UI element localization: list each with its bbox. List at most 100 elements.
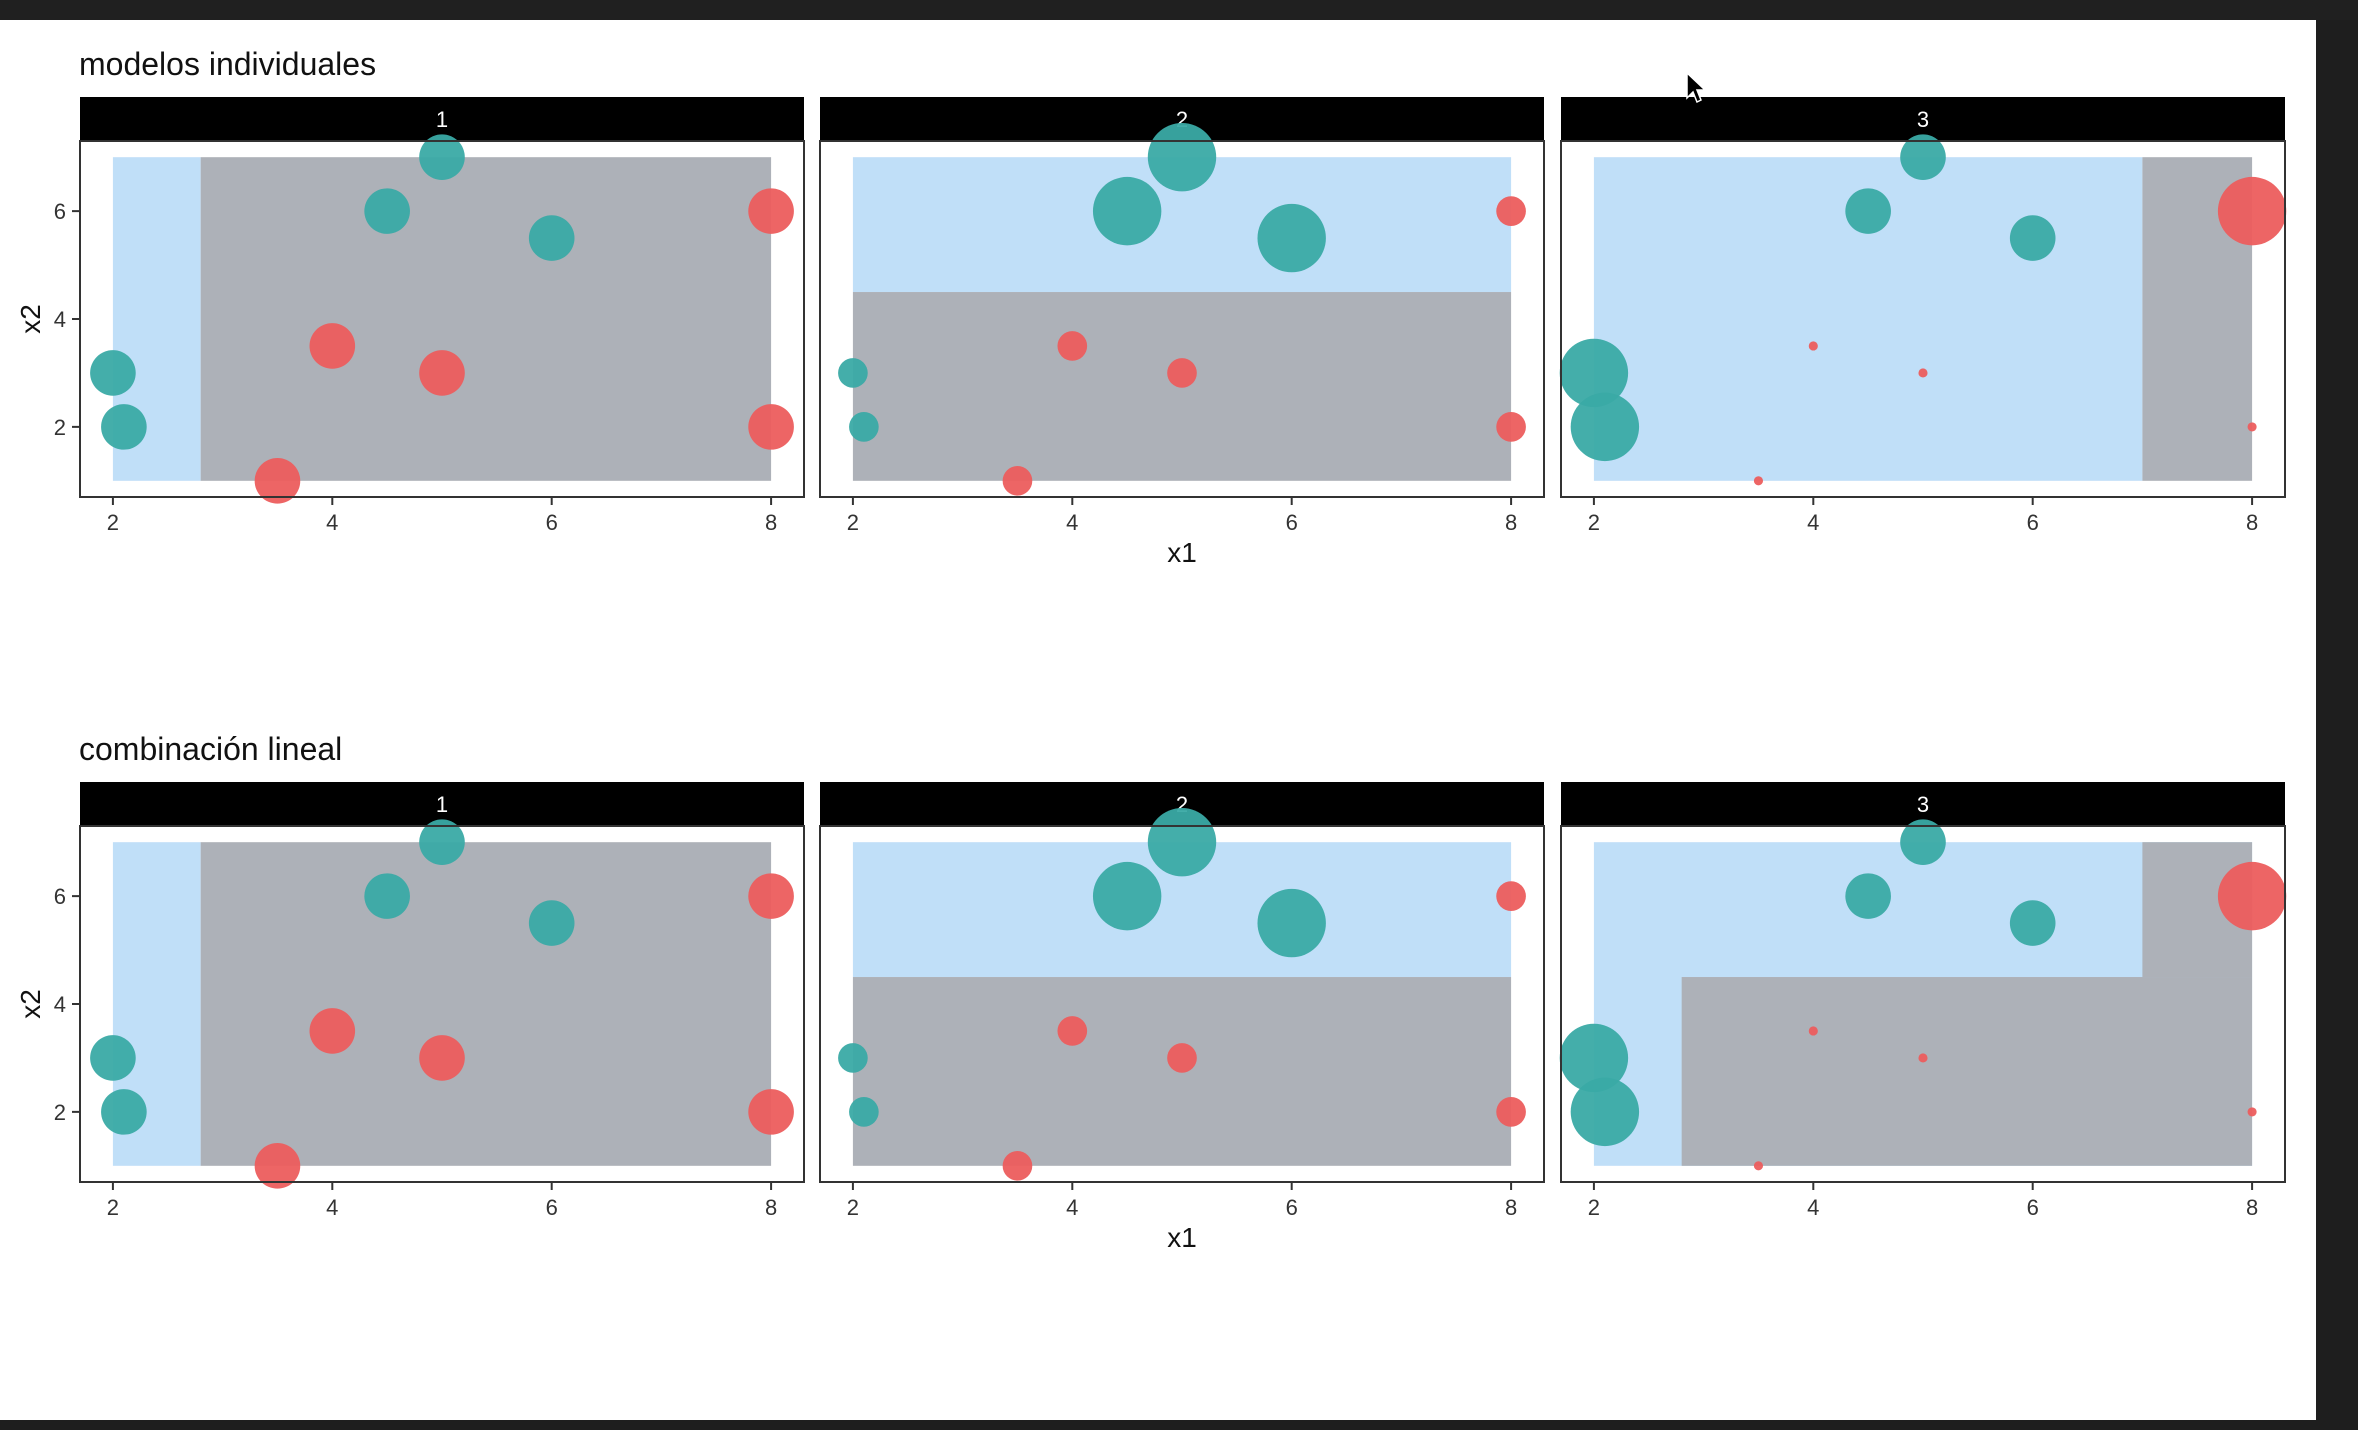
point-red — [1057, 1016, 1088, 1046]
x-tick-label: 2 — [1588, 1195, 1600, 1220]
x-tick-label: 8 — [765, 1195, 777, 1220]
point-teal — [1559, 1023, 1629, 1093]
x-tick-label: 2 — [1588, 510, 1600, 535]
x-tick-label: 6 — [546, 1195, 558, 1220]
point-teal — [1900, 134, 1946, 180]
chart-title: modelos individuales — [79, 46, 376, 82]
point-teal — [1570, 1077, 1640, 1147]
x-tick-label: 6 — [1286, 1195, 1298, 1220]
point-red — [1496, 1097, 1526, 1127]
point-teal — [364, 188, 410, 234]
x-tick-label: 8 — [1505, 1195, 1517, 1220]
x-tick-label: 8 — [2246, 1195, 2258, 1220]
panel-border — [1560, 825, 2286, 1183]
point-red — [1167, 358, 1197, 388]
x-tick-label: 4 — [1066, 1195, 1078, 1220]
point-red — [1918, 1053, 1928, 1063]
point-teal — [1559, 338, 1629, 408]
point-teal — [1092, 861, 1162, 931]
point-teal — [90, 350, 136, 396]
x-tick-label: 2 — [107, 510, 119, 535]
facet-strip-label: 1 — [436, 792, 448, 817]
point-red — [1753, 1161, 1764, 1171]
point-red — [1918, 368, 1928, 378]
x-tick-label: 6 — [546, 510, 558, 535]
point-teal — [90, 1035, 136, 1081]
point-teal — [419, 134, 465, 180]
x-tick-label: 4 — [1807, 1195, 1819, 1220]
point-red — [2247, 1107, 2257, 1117]
point-teal — [1845, 873, 1891, 919]
point-teal — [838, 1043, 868, 1073]
point-teal — [1092, 176, 1162, 246]
point-teal — [528, 900, 575, 946]
region-grey — [200, 157, 772, 481]
point-teal — [838, 358, 868, 388]
point-red — [309, 1008, 356, 1054]
y-axis-label: x2 — [15, 304, 46, 334]
faceted-scatter-figure: modelos individuales x2 1 2 4 6 8 2 4 6 2 2 4 6 8 3 2 4 6 8… — [15, 46, 2287, 1253]
point-teal — [101, 404, 147, 450]
x-tick-label: 2 — [847, 1195, 859, 1220]
point-teal — [1900, 819, 1946, 865]
facet-strip — [1561, 97, 2285, 141]
point-red — [254, 458, 301, 504]
x-tick-label: 6 — [2027, 1195, 2039, 1220]
x-axis-label: x1 — [1167, 1222, 1197, 1253]
point-teal — [419, 819, 465, 865]
panel-border — [1560, 140, 2286, 498]
point-teal — [1570, 392, 1640, 462]
point-teal — [2009, 900, 2056, 946]
point-red — [1753, 476, 1764, 486]
point-teal — [101, 1089, 147, 1135]
point-teal — [2009, 215, 2056, 261]
point-red — [2247, 422, 2257, 432]
y-axis-label: x2 — [15, 989, 46, 1019]
y-tick-label: 2 — [54, 415, 66, 440]
y-tick-label: 6 — [54, 199, 66, 224]
x-tick-label: 2 — [107, 1195, 119, 1220]
point-teal — [1257, 203, 1326, 273]
point-red — [748, 404, 794, 450]
x-tick-label: 4 — [1066, 510, 1078, 535]
facet-strip-label: 3 — [1917, 792, 1929, 817]
facet-strip — [80, 782, 804, 826]
chart-title: combinación lineal — [79, 731, 342, 767]
point-red — [309, 323, 356, 369]
panel-border — [819, 140, 1545, 498]
point-red — [2217, 861, 2287, 931]
window-right-edge — [2316, 20, 2358, 1430]
x-tick-label: 8 — [2246, 510, 2258, 535]
x-tick-label: 4 — [1807, 510, 1819, 535]
y-tick-label: 2 — [54, 1100, 66, 1125]
point-teal — [1147, 807, 1217, 877]
facet-strip-label: 1 — [436, 107, 448, 132]
point-red — [1496, 196, 1526, 226]
y-tick-label: 4 — [54, 992, 66, 1017]
point-teal — [528, 215, 575, 261]
point-teal — [1147, 122, 1217, 192]
y-tick-label: 4 — [54, 307, 66, 332]
point-teal — [364, 873, 410, 919]
point-red — [419, 1035, 465, 1081]
x-tick-label: 6 — [1286, 510, 1298, 535]
point-red — [1002, 1150, 1033, 1181]
point-red — [1496, 881, 1526, 911]
x-axis-label: x1 — [1167, 537, 1197, 568]
mouse-pointer-icon — [1686, 71, 1708, 109]
x-tick-label: 8 — [765, 510, 777, 535]
x-tick-label: 6 — [2027, 510, 2039, 535]
point-red — [1002, 465, 1033, 496]
point-red — [419, 350, 465, 396]
point-red — [748, 1089, 794, 1135]
point-red — [748, 188, 794, 234]
region-grey — [200, 842, 772, 1166]
point-red — [748, 873, 794, 919]
window-top-bar — [0, 0, 2358, 20]
point-teal — [1257, 888, 1326, 958]
x-tick-label: 4 — [326, 510, 338, 535]
point-teal — [1845, 188, 1891, 234]
facet-strip — [1561, 782, 2285, 826]
x-tick-label: 4 — [326, 1195, 338, 1220]
facet-strip-label: 3 — [1917, 107, 1929, 132]
